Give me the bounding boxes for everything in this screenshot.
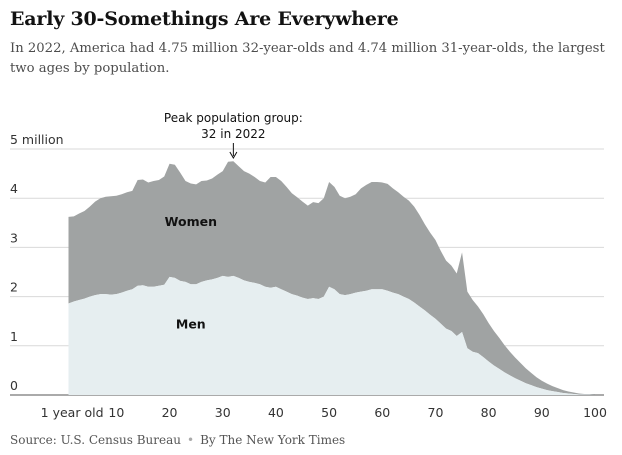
footer-separator: • [186,433,195,447]
annotation-line-1: Peak population group: [164,111,303,125]
x-tick-label: 70 [428,405,444,420]
chart-subtitle: In 2022, America had 4.75 million 32-yea… [10,41,605,76]
x-axis-tick-labels: 1 year old 10 20 30 40 50 60 70 80 90 100 [41,405,607,420]
x-tick-label: 40 [268,405,284,420]
y-tick-label: 1 [10,329,18,344]
annotation-arrow-head [229,151,238,159]
y-tick-label: 5 million [10,132,64,147]
y-axis-tick-labels: 5 million 4 3 2 1 0 [10,132,64,393]
series-label-men: Men [176,317,206,332]
x-tick-label: 90 [534,405,550,420]
series-label-women: Women [165,214,217,229]
peak-annotation: Peak population group: 32 in 2022 [164,111,303,159]
x-tick-label: 20 [162,405,178,420]
source-credit: Source: U.S. Census Bureau [10,433,181,447]
women-area [68,161,595,395]
y-tick-label: 4 [10,181,18,196]
chart-title: Early 30-Somethings Are Everywhere [10,8,399,30]
stacked-areas [68,161,595,395]
x-tick-label: 1 year old [41,405,104,420]
y-tick-label: 2 [10,280,18,295]
byline: By The New York Times [200,433,346,447]
y-tick-label: 0 [10,378,18,393]
annotation-line-2: 32 in 2022 [201,127,265,141]
x-tick-label: 80 [481,405,497,420]
footer: Source: U.S. Census Bureau • By The New Yo… [10,433,345,447]
x-tick-label: 10 [108,405,124,420]
x-tick-label: 60 [374,405,390,420]
x-tick-label: 50 [321,405,337,420]
y-tick-label: 3 [10,230,18,245]
x-tick-label: 100 [583,405,607,420]
men-area [68,275,595,395]
x-tick-label: 30 [215,405,231,420]
